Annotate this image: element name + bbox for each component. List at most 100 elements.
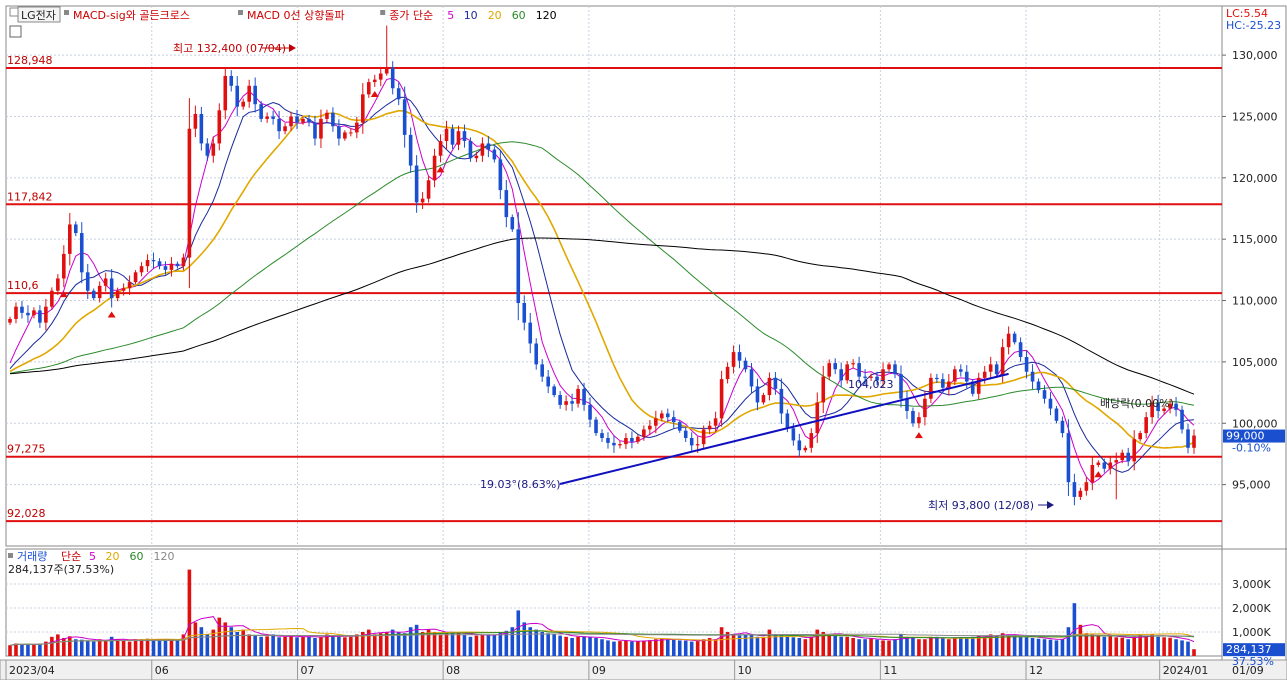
candle[interactable] — [235, 85, 240, 107]
candle[interactable] — [8, 318, 12, 323]
candle[interactable] — [851, 363, 855, 365]
candle[interactable] — [145, 260, 150, 267]
candle[interactable] — [618, 444, 622, 446]
candle[interactable] — [73, 224, 78, 234]
candle[interactable] — [1144, 417, 1148, 434]
candle[interactable] — [875, 376, 879, 381]
candle[interactable] — [600, 433, 604, 438]
candle[interactable] — [953, 369, 957, 382]
candle[interactable] — [743, 360, 748, 370]
candle[interactable] — [480, 143, 485, 156]
candle[interactable] — [701, 429, 706, 445]
candle[interactable] — [337, 126, 341, 139]
candle[interactable] — [510, 217, 515, 230]
candle[interactable] — [229, 75, 234, 86]
candle[interactable] — [127, 282, 132, 289]
candle[interactable] — [606, 438, 610, 443]
candle[interactable] — [552, 386, 556, 396]
candle[interactable] — [588, 404, 592, 420]
candle[interactable] — [683, 430, 688, 438]
candle[interactable] — [1168, 403, 1172, 409]
candle[interactable] — [56, 278, 60, 291]
candle[interactable] — [1174, 403, 1178, 410]
candle[interactable] — [779, 388, 784, 414]
candle[interactable] — [1096, 462, 1101, 465]
candle[interactable] — [205, 143, 210, 156]
candle[interactable] — [719, 379, 724, 419]
candle[interactable] — [797, 440, 802, 451]
candle[interactable] — [325, 112, 329, 119]
candle[interactable] — [1006, 333, 1011, 348]
candle[interactable] — [958, 369, 963, 372]
candle[interactable] — [372, 79, 377, 83]
candle[interactable] — [707, 425, 712, 430]
candle[interactable] — [444, 128, 449, 141]
candle[interactable] — [833, 363, 838, 370]
candle[interactable] — [426, 180, 431, 199]
candle[interactable] — [857, 363, 861, 377]
candle[interactable] — [217, 110, 222, 144]
candle[interactable] — [528, 322, 533, 344]
candle[interactable] — [935, 377, 939, 380]
candle[interactable] — [1030, 371, 1035, 382]
candle[interactable] — [504, 190, 509, 218]
candle[interactable] — [713, 418, 718, 426]
candle[interactable] — [815, 402, 820, 434]
candle[interactable] — [749, 369, 754, 387]
candle[interactable] — [773, 377, 778, 389]
candle[interactable] — [1054, 408, 1059, 421]
candle[interactable] — [109, 278, 114, 299]
candle[interactable] — [917, 417, 921, 424]
candle[interactable] — [695, 444, 700, 446]
candle[interactable] — [307, 118, 311, 123]
candle[interactable] — [976, 377, 981, 394]
candle[interactable] — [821, 376, 826, 403]
candle[interactable] — [982, 371, 987, 378]
candle[interactable] — [62, 253, 66, 279]
candle[interactable] — [1072, 482, 1077, 497]
candle[interactable] — [737, 352, 742, 361]
candle[interactable] — [175, 263, 180, 267]
candle[interactable] — [624, 438, 628, 445]
candle[interactable] — [486, 143, 491, 150]
candle[interactable] — [295, 116, 299, 123]
candle[interactable] — [241, 101, 246, 107]
candle[interactable] — [378, 73, 383, 80]
candle[interactable] — [361, 94, 365, 123]
candle[interactable] — [462, 131, 467, 141]
candle[interactable] — [636, 436, 640, 442]
candle[interactable] — [893, 364, 897, 375]
candle[interactable] — [1132, 439, 1136, 462]
candle[interactable] — [313, 122, 317, 139]
candle[interactable] — [546, 376, 550, 387]
candle[interactable] — [68, 224, 72, 254]
candle[interactable] — [654, 418, 658, 426]
candle[interactable] — [474, 155, 479, 159]
candle[interactable] — [432, 155, 437, 181]
candle[interactable] — [121, 288, 126, 291]
candle[interactable] — [767, 377, 772, 396]
candle[interactable] — [1102, 462, 1107, 469]
candle[interactable] — [157, 261, 162, 267]
candle[interactable] — [468, 141, 473, 159]
candle[interactable] — [755, 386, 760, 403]
candle[interactable] — [91, 290, 96, 299]
candle[interactable] — [630, 438, 634, 442]
candle[interactable] — [1012, 333, 1017, 343]
candle[interactable] — [247, 85, 251, 102]
candle[interactable] — [103, 278, 108, 286]
candle[interactable] — [947, 381, 951, 388]
candle[interactable] — [1126, 452, 1131, 462]
trendline[interactable] — [559, 372, 1009, 485]
candle[interactable] — [1024, 357, 1029, 372]
candle[interactable] — [725, 366, 730, 380]
candle[interactable] — [199, 114, 204, 144]
candle[interactable] — [988, 364, 993, 372]
candle[interactable] — [450, 128, 455, 145]
candle[interactable] — [301, 118, 305, 123]
candle[interactable] — [456, 131, 461, 145]
candle[interactable] — [349, 132, 353, 134]
candle[interactable] — [1192, 435, 1196, 448]
candle[interactable] — [1042, 390, 1047, 399]
candle[interactable] — [384, 67, 389, 74]
